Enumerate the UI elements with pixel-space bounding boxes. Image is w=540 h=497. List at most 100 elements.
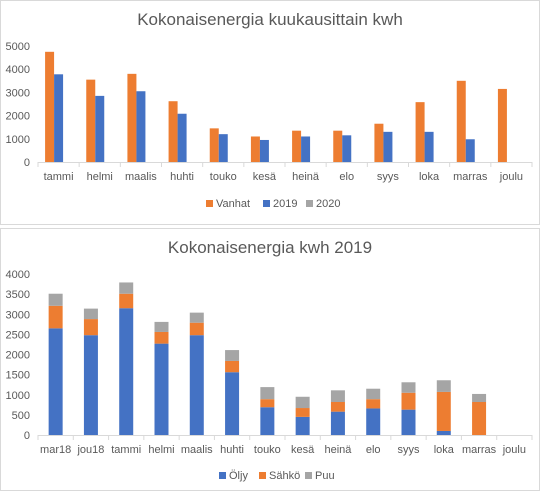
chart-2-xtick-marras: marras [462, 444, 497, 456]
bar--ljy-huhti [225, 372, 240, 435]
bar-vanhat-touko [209, 128, 219, 162]
chart-1-xtick-maalis: maalis [125, 171, 157, 183]
chart-1-xtick-elo: elo [339, 171, 354, 183]
chart-2-xtick-elo: elo [366, 444, 381, 456]
chart-1-xtick-huhti: huhti [170, 171, 194, 183]
bar-vanhat-elo [333, 130, 343, 162]
chart-2-xtick-joulu: joulu [502, 444, 526, 456]
bar-2019-marras [465, 139, 475, 162]
bar-s-hk--hein- [330, 401, 345, 412]
chart-2-xtick-mar18: mar18 [40, 444, 71, 456]
bar-2019-helmi [95, 95, 105, 162]
chart-1-ytick: 2000 [6, 111, 30, 123]
legend-swatch-sahko [259, 472, 266, 479]
chart-2-ytick: 3500 [6, 289, 30, 301]
bar-2019-loka [424, 131, 434, 162]
chart-2-ytick: 0 [24, 430, 30, 442]
chart-2-ytick: 1500 [6, 370, 30, 382]
bar--ljy-tammi [119, 308, 134, 435]
bar-vanhat-loka [415, 102, 425, 162]
bar-puu-marras [472, 393, 487, 402]
bar-puu-hein- [330, 390, 345, 402]
chart-2-ytick: 3000 [6, 309, 30, 321]
chart-2-xtick-huhti: huhti [220, 444, 244, 456]
bar-2019-syys [383, 131, 393, 162]
bar-puu-kes- [295, 396, 310, 409]
bar-puu-jou18 [83, 308, 98, 320]
chart-1-xtick-hein-: heinä [292, 171, 320, 183]
chart-1-plot: 0 1000 2000 3000 4000 5000 tammi helmi maalis huh… [6, 41, 533, 183]
bar-vanhat-huhti [168, 101, 178, 162]
bar-2019-hein- [301, 136, 311, 162]
chart-2-legend: Öljy Sähkö Puu [219, 470, 335, 482]
bar-puu-huhti [225, 350, 240, 361]
bar-s-hk--loka [436, 391, 451, 431]
legend-swatch-oljy [219, 472, 226, 479]
chart-2-ytick: 1000 [6, 390, 30, 402]
bar-2019-maalis [136, 91, 146, 162]
bar--ljy-hein- [330, 411, 345, 435]
chart-2-xtick-touko: touko [254, 444, 281, 456]
chart-1-xtick-loka: loka [419, 171, 440, 183]
chart-1-title: Kokonaisenergia kuukausittain kwh [137, 10, 403, 29]
bar--ljy-mar18 [48, 328, 63, 435]
bar--ljy-maalis [189, 335, 204, 435]
legend-label-oljy: Öljy [229, 470, 248, 482]
legend-swatch-2019 [263, 200, 270, 207]
bar-s-hk--elo [366, 399, 381, 409]
legend-swatch-vanhat [206, 200, 213, 207]
bar-vanhat-joulu [497, 88, 507, 162]
bar-puu-loka [436, 380, 451, 392]
bar-s-hk--helmi [154, 331, 169, 344]
chart-1-xtick-kes-: kesä [253, 171, 277, 183]
bar-2019-touko [218, 134, 228, 162]
legend-label-vanhat: Vanhat [216, 198, 250, 210]
chart-2-xtick-helmi: helmi [148, 444, 174, 456]
bar-puu-mar18 [48, 293, 63, 306]
bar-s-hk--maalis [189, 322, 204, 336]
chart-2-xtick-tammi: tammi [111, 444, 141, 456]
legend-label-sahko: Sähkö [269, 470, 300, 482]
chart-1-ytick: 0 [24, 157, 30, 169]
bar-s-hk--touko [260, 399, 275, 408]
bar--ljy-loka [436, 430, 451, 435]
bar-vanhat-maalis [127, 73, 137, 162]
bar--ljy-helmi [154, 343, 169, 435]
bar-puu-helmi [154, 321, 169, 332]
chart-2-ytick: 2000 [6, 350, 30, 362]
chart-2-xtick-loka: loka [434, 444, 455, 456]
chart-1-xtick-joulu: joulu [499, 171, 523, 183]
bar-s-hk--marras [472, 401, 487, 435]
bar-2019-tammi [54, 74, 64, 162]
bar-vanhat-syys [374, 123, 384, 162]
bar-2019-elo [342, 135, 352, 162]
chart-1-ytick: 5000 [6, 41, 30, 53]
bar--ljy-elo [366, 408, 381, 435]
chart-2-ytick: 2500 [6, 329, 30, 341]
chart-1-xtick-tammi: tammi [44, 171, 74, 183]
bar-puu-elo [366, 388, 381, 400]
bar-vanhat-hein- [292, 130, 302, 162]
chart-2-title: Kokonaisenergia kwh 2019 [168, 238, 372, 257]
bar-puu-maalis [189, 312, 204, 323]
bar-vanhat-helmi [86, 79, 96, 162]
legend-swatch-puu [305, 472, 312, 479]
bar-s-hk--tammi [119, 293, 134, 309]
bar--ljy-jou18 [83, 335, 98, 435]
chart-1-xtick-syys: syys [377, 171, 400, 183]
bar--ljy-syys [401, 409, 416, 435]
chart-2-plot: 0 500 1000 1500 2000 2500 3000 3500 4000 mar18 jou… [6, 269, 533, 456]
bar-s-hk--mar18 [48, 305, 63, 329]
bar-vanhat-kes- [250, 136, 260, 162]
bar-2019-huhti [177, 113, 187, 162]
legend-swatch-2020 [306, 200, 313, 207]
chart-2-xtick-maalis: maalis [181, 444, 213, 456]
chart-2-ytick: 500 [12, 410, 30, 422]
bar-vanhat-tammi [45, 51, 55, 162]
chart-2-ytick: 4000 [6, 269, 30, 281]
chart-2-xtick-jou18: jou18 [76, 444, 104, 456]
legend-label-2019: 2019 [273, 198, 297, 210]
chart-2-xtick-hein-: heinä [324, 444, 352, 456]
